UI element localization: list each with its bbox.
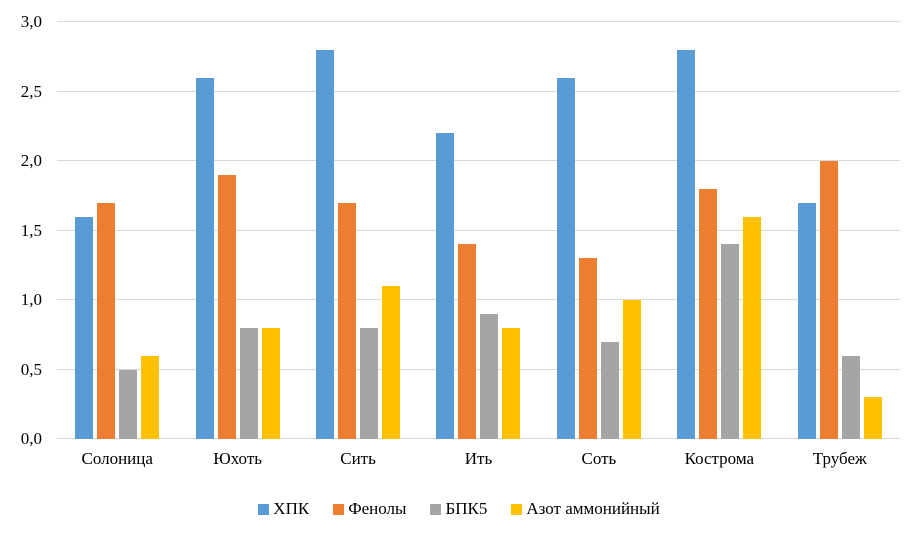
legend-item: ХПК: [258, 500, 309, 518]
category-label: Трубеж: [812, 449, 867, 468]
bar-group: [659, 22, 779, 439]
legend-label: БПК5: [445, 499, 488, 518]
bar: [819, 161, 838, 439]
plot-area: [57, 21, 900, 439]
y-tick-label: 1,0: [20, 290, 42, 309]
bar: [863, 397, 882, 439]
y-tick-label: 3,0: [20, 12, 42, 31]
bar: [195, 77, 214, 439]
gridline: [57, 368, 900, 370]
category-label: Юхоть: [213, 449, 263, 468]
bar: [316, 49, 335, 439]
legend-swatch: [333, 503, 345, 515]
y-tick-label: 1,5: [20, 220, 42, 240]
y-axis: 0,0 0,5 1,0 1,5 2,0 2,5 3,0: [0, 13, 42, 448]
gridline: [57, 160, 900, 161]
gridline: [57, 438, 900, 439]
bar-group: [57, 22, 177, 439]
category-label: Сить: [340, 449, 376, 468]
bar: [677, 49, 696, 439]
x-axis: Солоница Юхоть Сить Ить Соть Кострома Трубеж: [57, 449, 900, 469]
legend-label: ХПК: [273, 499, 310, 518]
legend: ХПК Фенолы БПК5 Азот аммонийный: [0, 500, 918, 518]
bar: [721, 244, 740, 439]
legend-swatch: [430, 503, 442, 515]
category-label: Кострома: [684, 449, 755, 468]
category-label: Соть: [581, 449, 617, 468]
gridline: [57, 90, 900, 92]
legend-label: Фенолы: [348, 499, 407, 518]
bar: [600, 341, 619, 439]
bar: [338, 202, 357, 439]
gridline: [57, 229, 900, 231]
bar: [261, 327, 280, 439]
gridline: [57, 21, 900, 22]
bar-group: [539, 22, 659, 439]
bar: [360, 327, 379, 439]
bar: [743, 216, 762, 439]
bar: [75, 216, 94, 439]
bar: [622, 300, 641, 439]
bar: [119, 369, 138, 439]
bar: [239, 327, 258, 439]
bar: [141, 355, 160, 439]
bar-group: [780, 22, 900, 439]
category-label: Солоница: [81, 449, 153, 468]
category-label: Ить: [464, 449, 493, 468]
legend-label: Азот аммонийный: [526, 499, 660, 518]
bar: [217, 174, 236, 439]
y-tick-label: 2,5: [20, 81, 42, 101]
bar: [578, 258, 597, 439]
bar: [480, 313, 499, 439]
legend-swatch: [511, 503, 523, 515]
bar: [436, 133, 455, 439]
legend-item: Азот аммонийный: [511, 499, 660, 518]
bar-groups: [57, 22, 900, 439]
bar-group: [298, 22, 418, 439]
bar: [458, 244, 477, 439]
bar: [97, 202, 116, 439]
legend-item: БПК5: [430, 500, 487, 518]
bar: [382, 286, 401, 439]
y-tick-label: 2,0: [20, 151, 42, 170]
bar: [556, 77, 575, 439]
bar: [502, 327, 521, 439]
y-tick-label: 0,5: [20, 359, 42, 379]
gridline: [57, 299, 900, 300]
bar: [841, 355, 860, 439]
bar: [797, 202, 816, 439]
bar: [699, 188, 718, 439]
y-tick-label: 0,0: [20, 429, 42, 448]
legend-swatch: [258, 503, 270, 515]
legend-item: Фенолы: [333, 500, 406, 518]
bar-group: [177, 22, 297, 439]
bar-group: [418, 22, 538, 439]
